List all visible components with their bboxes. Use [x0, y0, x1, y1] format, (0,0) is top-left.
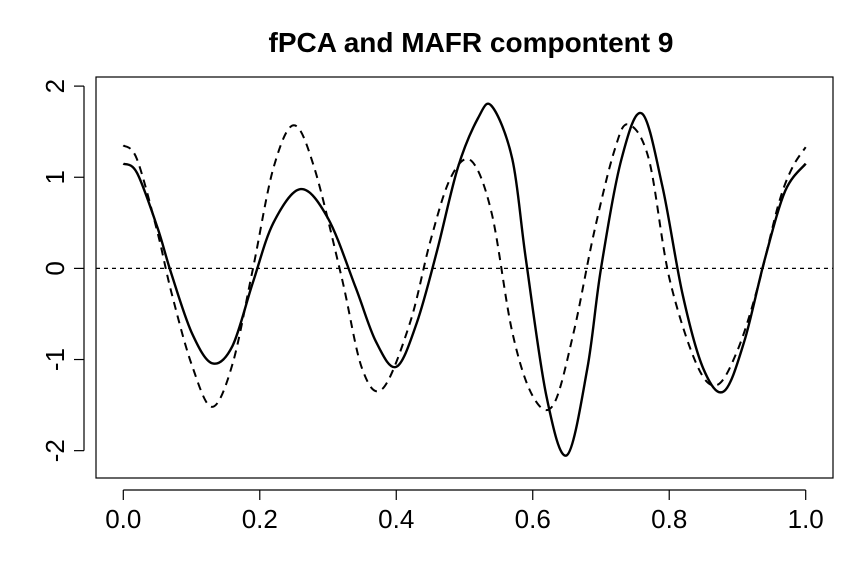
- x-tick-label: 1.0: [788, 504, 824, 534]
- series-line-solid: [122, 102, 807, 457]
- plot-frame: [95, 76, 834, 479]
- y-tick-label: -1: [40, 348, 70, 371]
- series-line-dashed: [122, 123, 807, 412]
- axes-layer: 0.0 0.2 0.4 0.6 0.8 1.0 -2 -1 0 1 2: [40, 79, 824, 534]
- y-tick-label: 2: [40, 79, 70, 93]
- x-tick-label: 0.6: [515, 504, 551, 534]
- x-tick-label: 0.0: [105, 504, 141, 534]
- y-tick-label: -2: [40, 439, 70, 462]
- x-tick-label: 0.8: [651, 504, 687, 534]
- y-tick-label: 0: [40, 261, 70, 275]
- x-tick-label: 0.2: [242, 504, 278, 534]
- y-tick-label: 1: [40, 170, 70, 184]
- chart-title: fPCA and MAFR compontent 9: [269, 27, 674, 58]
- plot-layer: [96, 102, 833, 457]
- x-tick-label: 0.4: [378, 504, 414, 534]
